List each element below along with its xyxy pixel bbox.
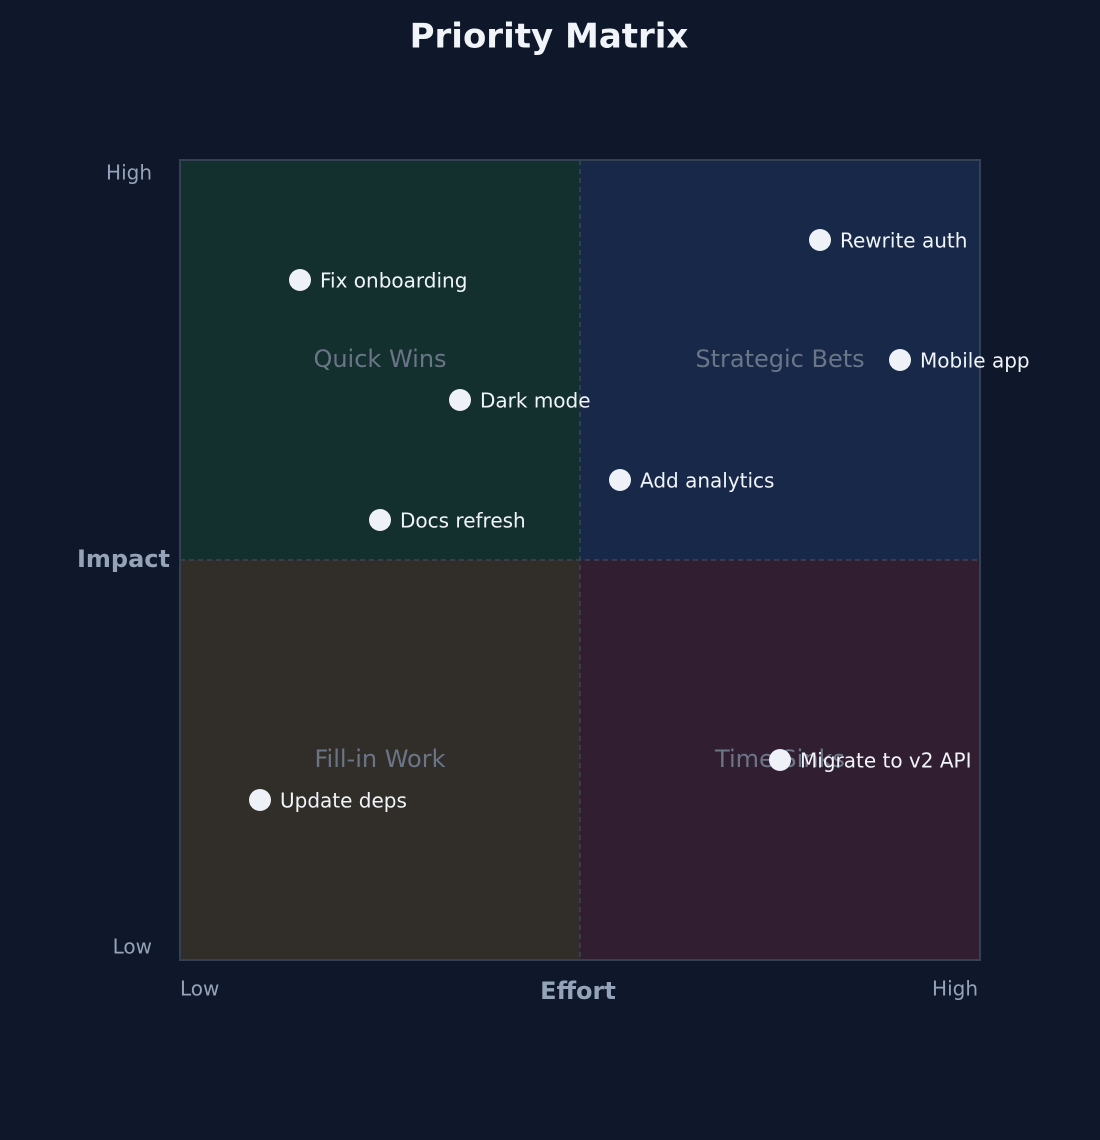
y-tick-label: High	[106, 161, 152, 185]
point	[369, 509, 391, 531]
quadrant-label: Fill-in Work	[314, 745, 445, 773]
plot-border	[179, 159, 981, 961]
point	[769, 749, 791, 771]
point-label: Add analytics	[640, 469, 774, 493]
point	[809, 229, 831, 251]
point-label: Dark mode	[480, 389, 591, 413]
quadrant-label: Quick Wins	[313, 345, 446, 373]
point	[249, 789, 271, 811]
point	[609, 469, 631, 491]
x-axis-title: Effort	[540, 977, 616, 1005]
point-label: Update deps	[280, 789, 407, 813]
quadrant	[580, 160, 980, 560]
quadrant-label: Strategic Bets	[695, 345, 864, 373]
point	[889, 349, 911, 371]
y-axis-title: Impact	[77, 545, 170, 573]
point	[289, 269, 311, 291]
y-tick-label: Low	[113, 935, 152, 959]
point-label: Migrate to v2 API	[800, 749, 971, 773]
x-tick-label: High	[932, 977, 978, 1001]
point-label: Fix onboarding	[320, 269, 467, 293]
quadrant	[180, 160, 580, 560]
quadrant	[180, 560, 580, 960]
point-label: Mobile app	[920, 349, 1030, 373]
point-label: Docs refresh	[400, 509, 526, 533]
point-label: Rewrite auth	[840, 229, 967, 253]
chart-title: Priority Matrix	[410, 17, 689, 57]
x-tick-label: Low	[180, 977, 219, 1001]
point	[449, 389, 471, 411]
